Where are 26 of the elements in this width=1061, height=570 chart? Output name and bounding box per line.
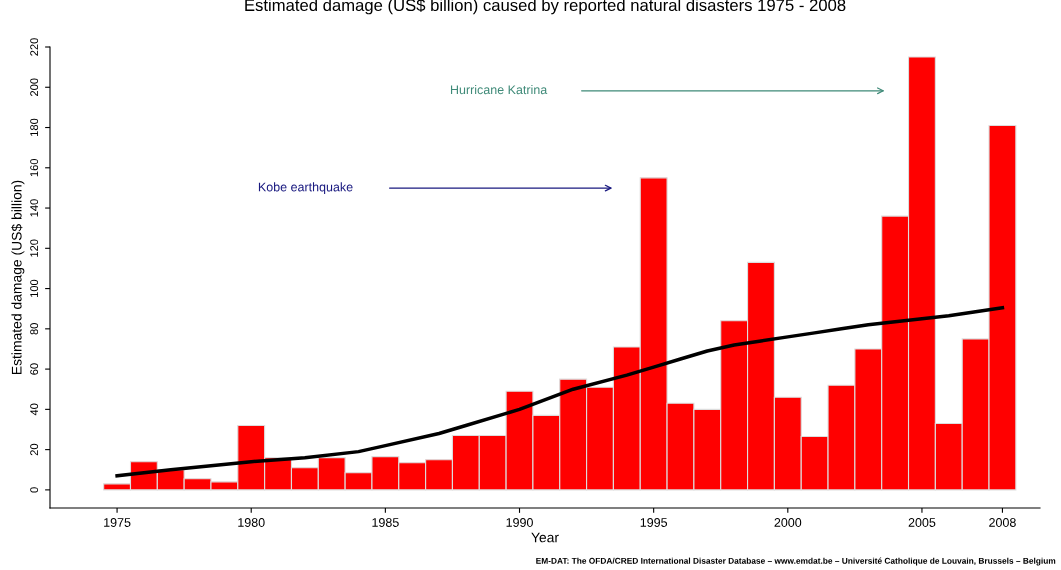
x-tick-label: 1975	[104, 518, 131, 527]
y-tick-label: 140	[30, 199, 39, 217]
y-tick-label: 80	[30, 323, 39, 335]
annotation: Hurricane Katrina	[450, 84, 548, 95]
x-tick-label: 2005	[908, 518, 936, 527]
y-tick-label: 60	[30, 363, 39, 375]
y-tick-label: 220	[30, 38, 39, 56]
y-axis-title: Estimated damage (US$ billion)	[11, 180, 25, 375]
x-tick-label: 1990	[506, 518, 533, 527]
y-tick-label: 20	[30, 443, 39, 456]
x-tick-label: 1980	[238, 518, 265, 527]
x-axis-title: Year	[531, 532, 559, 543]
x-tick-label: 2008	[989, 518, 1016, 527]
y-tick-label: 120	[30, 239, 39, 257]
line-series	[115, 305, 1005, 478]
y-tick-label: 180	[30, 118, 39, 136]
text: EM-DAT: The OFDA/CRED International Disaster Database – www.emdat.be – Université Catholique de Louvain, Brussels – Belgium	[536, 557, 1056, 566]
x-tick-label: 1985	[372, 518, 399, 527]
y-tick-label: 40	[30, 403, 39, 416]
annotation: Kobe earthquake	[258, 182, 353, 194]
y-tick-label: 160	[30, 158, 39, 177]
y-tick-label: 100	[30, 279, 39, 297]
x-tick-label: 2000	[774, 518, 802, 527]
y-tick-label: 200	[30, 78, 39, 96]
y-tick-label: 0	[30, 487, 39, 493]
x-tick-label: 1995	[640, 518, 668, 527]
